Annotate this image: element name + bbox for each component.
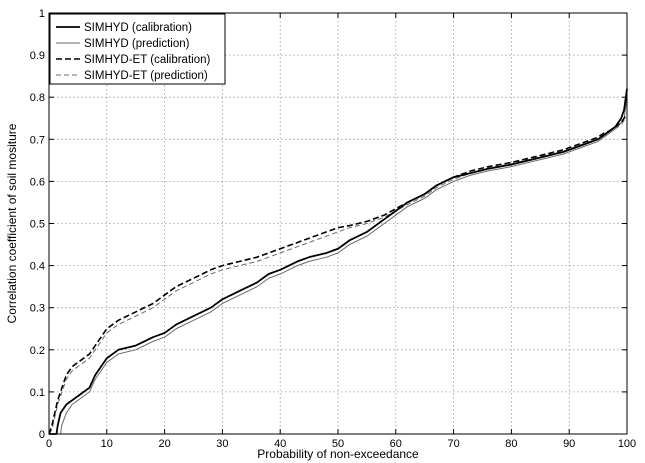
legend-label: SIMHYD-ET (prediction) [84, 70, 208, 82]
legend-label: SIMHYD (calibration) [84, 22, 192, 34]
y-tick-label: 0.8 [30, 92, 45, 104]
y-tick-label: 0.5 [30, 219, 45, 231]
x-tick-label: 30 [216, 438, 228, 450]
x-axis-label: Probability of non-exceedance [257, 447, 419, 461]
y-tick-label: 1 [39, 8, 45, 20]
tick-group: 0 10 20 30 40 50 60 70 80 90 100 0 0.1 0.2 0.3 0.4 0.5 0.… [30, 8, 636, 450]
legend-label: SIMHYD (prediction) [84, 38, 190, 50]
legend-label: SIMHYD-ET (calibration) [84, 54, 210, 66]
y-tick-label: 0.2 [30, 345, 45, 357]
x-tick-label: 20 [158, 438, 170, 450]
y-tick-label: 0.1 [30, 387, 45, 399]
series-line-2 [48, 113, 628, 435]
series-line-3 [48, 117, 628, 435]
y-tick-label: 0.7 [30, 134, 45, 146]
y-axis-label: Correlation coefficient of soil mositure [5, 123, 19, 323]
y-tick-label: 0.9 [30, 50, 45, 62]
x-tick-label: 100 [618, 438, 636, 450]
y-tick-label: 0.3 [30, 303, 45, 315]
x-tick-label: 90 [563, 438, 575, 450]
series-line-1 [49, 97, 628, 435]
x-tick-label: 40 [274, 438, 286, 450]
legend-box [49, 13, 226, 85]
y-tick-label: 0 [39, 429, 45, 441]
x-tick-label: 80 [505, 438, 517, 450]
y-tick-label: 0.6 [30, 176, 45, 188]
x-tick-label: 0 [46, 438, 52, 450]
legend: SIMHYD (calibration) SIMHYD (prediction) S… [49, 13, 226, 85]
series-group [48, 88, 628, 435]
x-tick-label: 50 [332, 438, 344, 450]
x-tick-label: 70 [447, 438, 459, 450]
x-tick-label: 10 [101, 438, 113, 450]
x-tick-label: 60 [390, 438, 402, 450]
series-line-0 [49, 88, 628, 435]
y-tick-label: 0.4 [30, 261, 45, 273]
